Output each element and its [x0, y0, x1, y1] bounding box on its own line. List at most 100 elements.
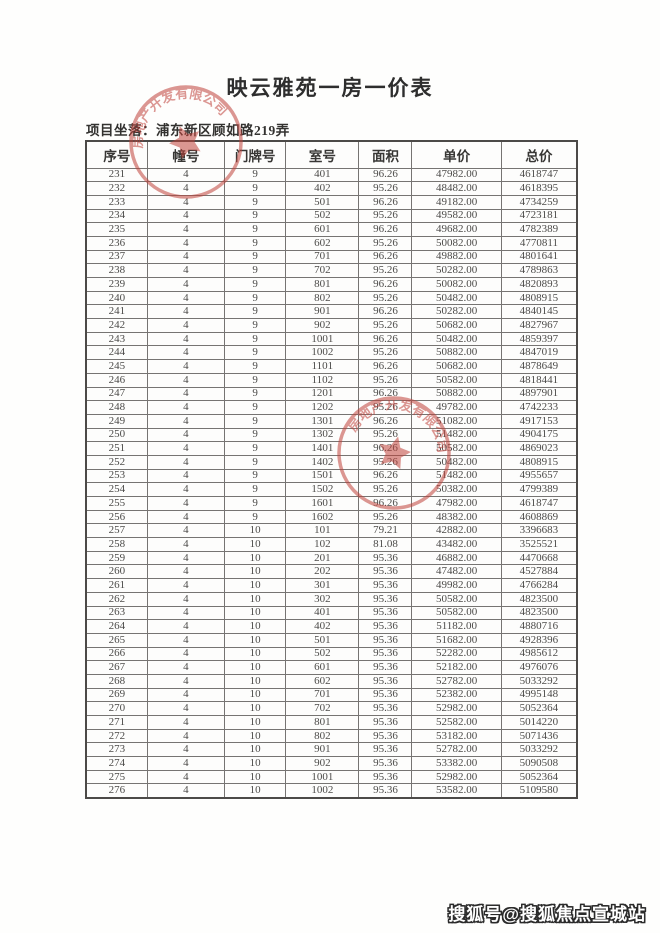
table-row: 247 4 9 1201 96.26 50882.00 4897901	[85, 386, 578, 402]
cell-door-no: 9	[223, 263, 287, 278]
cell-door-no: 9	[223, 331, 287, 347]
cell-room-no: 802	[285, 728, 360, 744]
cell-total-price: 4527884	[500, 564, 578, 580]
cell-building-no: 4	[146, 660, 225, 675]
cell-total-price: 4985612	[500, 646, 578, 662]
cell-area: 95.36	[358, 619, 413, 634]
cell-unit-price: 50882.00	[411, 386, 502, 402]
cell-total-price: 4820893	[500, 277, 578, 292]
cell-room-no: 1501	[285, 468, 360, 484]
table-row: 268 4 10 602 95.36 52782.00 5033292	[85, 673, 578, 689]
cell-unit-price: 49682.00	[411, 222, 502, 237]
cell-index: 252	[85, 454, 148, 470]
cell-door-no: 9	[223, 290, 287, 306]
cell-index: 260	[85, 564, 148, 580]
cell-building-no: 4	[146, 742, 225, 758]
cell-door-no: 9	[223, 496, 287, 511]
cell-unit-price: 52382.00	[411, 687, 502, 703]
cell-total-price: 4818441	[500, 372, 578, 388]
cell-building-no: 4	[146, 756, 225, 771]
cell-door-no: 9	[223, 167, 287, 183]
cell-door-no: 10	[223, 673, 287, 689]
cell-unit-price: 50482.00	[411, 331, 502, 347]
cell-building-no: 4	[146, 167, 225, 183]
cell-index: 268	[85, 673, 148, 689]
cell-total-price: 5033292	[500, 673, 578, 689]
cell-index: 261	[85, 578, 148, 593]
cell-room-no: 201	[285, 550, 360, 566]
cell-area: 95.36	[358, 687, 413, 703]
cell-total-price: 4995148	[500, 687, 578, 703]
cell-building-no: 4	[146, 372, 225, 388]
cell-room-no: 501	[285, 194, 360, 210]
cell-building-no: 4	[146, 222, 225, 237]
table-row: 263 4 10 401 95.36 50582.00 4823500	[85, 605, 578, 621]
cell-unit-price: 50282.00	[411, 304, 502, 320]
cell-unit-price: 49882.00	[411, 249, 502, 265]
cell-room-no: 1101	[285, 359, 360, 374]
cell-area: 95.26	[358, 427, 413, 443]
cell-index: 265	[85, 632, 148, 648]
table-row: 235 4 9 601 96.26 49682.00 4782389	[85, 222, 578, 237]
cell-door-no: 10	[223, 742, 287, 758]
cell-building-no: 4	[146, 441, 225, 456]
cell-building-no: 4	[146, 509, 225, 525]
cell-door-no: 10	[223, 756, 287, 771]
cell-total-price: 5014220	[500, 715, 578, 730]
cell-area: 95.26	[358, 235, 413, 251]
cell-room-no: 1102	[285, 372, 360, 388]
cell-index: 235	[85, 222, 148, 237]
cell-building-no: 4	[146, 673, 225, 689]
table-row: 232 4 9 402 95.26 48482.00 4618395	[85, 181, 578, 196]
cell-area: 95.36	[358, 701, 413, 716]
cell-index: 243	[85, 331, 148, 347]
table-row: 273 4 10 901 95.36 52782.00 5033292	[85, 742, 578, 758]
table-row: 253 4 9 1501 96.26 51482.00 4955657	[85, 468, 578, 484]
cell-index: 237	[85, 249, 148, 265]
cell-unit-price: 47982.00	[411, 167, 502, 183]
cell-unit-price: 51682.00	[411, 632, 502, 648]
table-row: 264 4 10 402 95.36 51182.00 4880716	[85, 619, 578, 634]
cell-total-price: 4789863	[500, 263, 578, 278]
cell-area: 95.26	[358, 482, 413, 497]
cell-unit-price: 51482.00	[411, 468, 502, 484]
cell-building-no: 4	[146, 701, 225, 716]
cell-building-no: 4	[146, 277, 225, 292]
cell-building-no: 4	[146, 413, 225, 429]
cell-unit-price: 47482.00	[411, 564, 502, 580]
page-title: 映云雅苑一房一价表	[226, 76, 434, 100]
cell-index: 246	[85, 372, 148, 388]
cell-total-price: 4808915	[500, 290, 578, 306]
cell-index: 231	[85, 167, 148, 183]
cell-door-no: 9	[223, 482, 287, 497]
cell-area: 96.26	[358, 386, 413, 402]
cell-door-no: 9	[223, 277, 287, 292]
cell-building-no: 4	[146, 468, 225, 484]
cell-area: 96.26	[358, 468, 413, 484]
cell-door-no: 9	[223, 372, 287, 388]
table-row: 254 4 9 1502 95.26 50382.00 4799389	[85, 482, 578, 497]
cell-building-no: 4	[146, 290, 225, 306]
cell-total-price: 4880716	[500, 619, 578, 634]
cell-total-price: 4840145	[500, 304, 578, 320]
cell-room-no: 901	[285, 742, 360, 758]
cell-unit-price: 52182.00	[411, 660, 502, 675]
cell-room-no: 1201	[285, 386, 360, 402]
cell-total-price: 4808915	[500, 454, 578, 470]
cell-index: 262	[85, 591, 148, 607]
cell-index: 270	[85, 701, 148, 716]
cell-building-no: 4	[146, 304, 225, 320]
cell-unit-price: 52982.00	[411, 701, 502, 716]
cell-door-no: 9	[223, 235, 287, 251]
cell-door-no: 9	[223, 468, 287, 484]
cell-building-no: 4	[146, 482, 225, 497]
cell-index: 264	[85, 619, 148, 634]
cell-building-no: 4	[146, 331, 225, 347]
cell-building-no: 4	[146, 591, 225, 607]
cell-area: 96.26	[358, 194, 413, 210]
cell-index: 233	[85, 194, 148, 210]
cell-index: 242	[85, 318, 148, 333]
cell-building-no: 4	[146, 537, 225, 552]
table-row: 261 4 10 301 95.36 49982.00 4766284	[85, 578, 578, 593]
cell-unit-price: 50482.00	[411, 290, 502, 306]
